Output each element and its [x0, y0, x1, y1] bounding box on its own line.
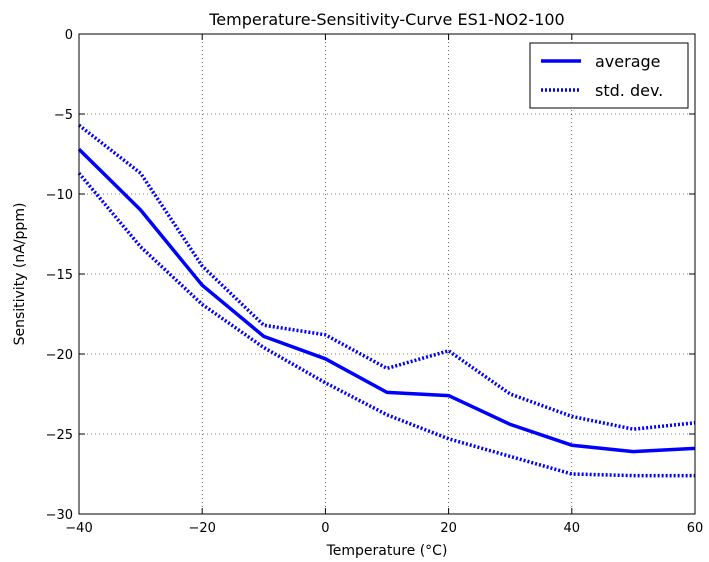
- legend-label-average: average: [595, 52, 661, 71]
- grid-lines: [79, 34, 695, 514]
- series-line-std-dev-upper: [77, 123, 696, 431]
- y-tick-label: −30: [46, 508, 73, 523]
- y-tick-label: −20: [46, 348, 73, 363]
- x-tick-label: 0: [321, 521, 329, 536]
- y-tick-label: −25: [46, 428, 73, 443]
- ticks: −40 −20 0 20 40 60 0 −5 −10 −15 −20 −25 −30: [46, 28, 704, 536]
- x-tick-label: 60: [687, 521, 704, 536]
- legend-box: [529, 42, 689, 109]
- x-tick-label: −20: [188, 521, 215, 536]
- series-line-std-dev-lower: [77, 172, 695, 478]
- y-axis-label: Sensitivity (nA/ppm): [12, 203, 28, 346]
- legend-label-std-dev: std. dev.: [595, 81, 663, 100]
- y-tick-label: 0: [65, 28, 73, 43]
- y-tick-label: −5: [54, 108, 73, 123]
- y-tick-label: −15: [46, 268, 73, 283]
- x-tick-label: 20: [440, 521, 457, 536]
- x-tick-label: 40: [564, 521, 581, 536]
- x-axis-label: Temperature (°C): [326, 543, 448, 559]
- series-layer: [77, 123, 696, 478]
- y-tick-label: −10: [46, 188, 73, 203]
- x-tick-label: −40: [65, 521, 92, 536]
- chart-title: Temperature-Sensitivity-Curve ES1-NO2-10…: [208, 10, 564, 29]
- series-line-average: [77, 147, 696, 454]
- legend: average std. dev.: [529, 42, 689, 109]
